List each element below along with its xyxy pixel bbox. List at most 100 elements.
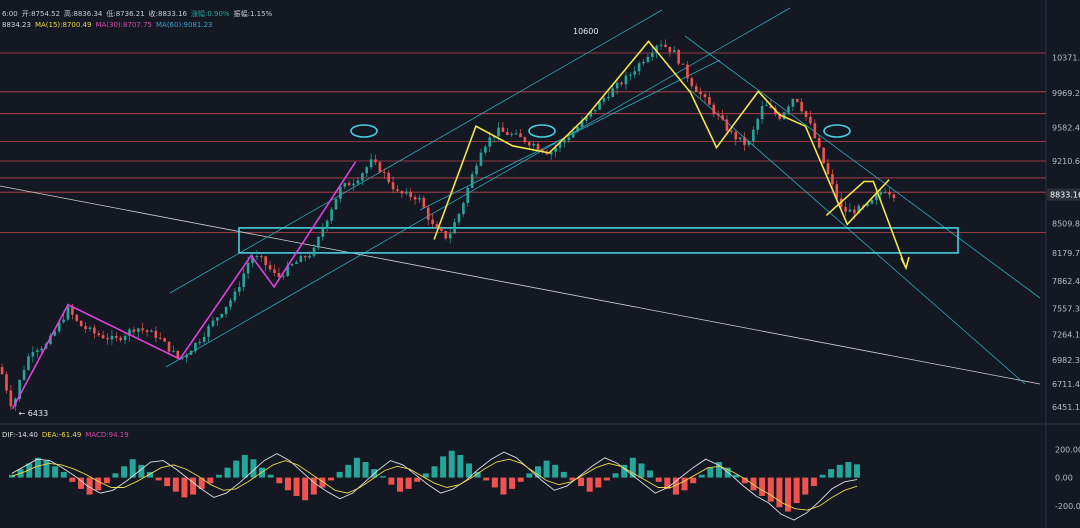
candle-body xyxy=(334,198,338,210)
candle-body xyxy=(831,174,834,185)
macd-histogram-bar xyxy=(190,477,197,495)
macd-histogram-bar xyxy=(483,477,490,481)
macd-histogram-bar xyxy=(681,477,688,491)
candle-body xyxy=(75,314,79,321)
candle-body xyxy=(202,336,206,342)
macd-histogram-bar xyxy=(457,454,464,478)
candle-body xyxy=(163,338,166,342)
candle-body xyxy=(813,123,817,139)
macd-histogram-bar xyxy=(60,471,67,478)
yellow-wave xyxy=(433,40,890,240)
candle-body xyxy=(207,326,210,337)
ohlc-value-6: 振幅:1.15% xyxy=(233,10,273,18)
macd-histogram-bar xyxy=(638,463,645,478)
candle-body xyxy=(800,101,803,112)
macd-histogram-bar xyxy=(146,471,153,478)
macd-histogram-bar xyxy=(86,477,93,495)
candle-body xyxy=(501,127,505,132)
macd-histogram-bar xyxy=(431,466,438,478)
macd-histogram-bar xyxy=(517,477,524,482)
candle-body xyxy=(716,114,720,116)
macd-histogram-bar xyxy=(328,477,335,481)
candle-body xyxy=(497,127,500,137)
candle-body xyxy=(686,64,689,79)
long-trendline xyxy=(0,185,1041,385)
candle-body xyxy=(752,129,755,142)
macd-histogram-bar xyxy=(440,456,447,478)
candle-body xyxy=(93,327,96,334)
candle-body xyxy=(624,75,628,85)
candle-body xyxy=(694,86,698,92)
price-tick-label: 9210.69 xyxy=(1052,157,1080,166)
candle-body xyxy=(0,367,4,375)
macd-legend-item-1: DEA:-61.49 xyxy=(41,431,82,439)
candle-body xyxy=(725,119,729,131)
macd-histogram-bar xyxy=(509,477,516,489)
macd-histogram-bar xyxy=(621,464,628,478)
candle-body xyxy=(378,162,382,173)
macd-histogram-bar xyxy=(198,477,205,489)
channel-mid xyxy=(419,59,721,211)
candle-body xyxy=(435,224,439,229)
magenta-wave xyxy=(11,161,357,410)
macd-histogram-bar xyxy=(785,477,792,512)
candle-body xyxy=(677,50,680,64)
macd-histogram-bar xyxy=(215,474,222,478)
macd-histogram-bar xyxy=(776,477,783,508)
candle-body xyxy=(347,183,351,186)
macd-histogram-bar xyxy=(207,477,214,484)
candle-body xyxy=(712,104,716,115)
candle-body xyxy=(409,191,412,198)
macd-histogram-bar xyxy=(362,462,369,478)
candle-body xyxy=(325,220,329,229)
candle-body xyxy=(756,119,760,130)
candle-body xyxy=(817,138,821,148)
candle-body xyxy=(857,205,861,214)
candle-body xyxy=(246,263,250,274)
candle-body xyxy=(343,183,347,187)
candle-body xyxy=(778,114,781,120)
price-tick-label: 7264.18 xyxy=(1052,331,1080,340)
top-marker-ellipse xyxy=(350,124,378,138)
candle-body xyxy=(115,335,118,338)
candle-body xyxy=(466,187,470,203)
candle-body xyxy=(444,230,448,239)
macd-histogram-bar xyxy=(560,471,567,478)
candle-body xyxy=(809,116,812,124)
candle-body xyxy=(743,137,746,145)
channel-lower xyxy=(165,7,791,368)
candle-body xyxy=(888,192,891,195)
candle-body xyxy=(101,335,105,339)
macd-histogram-bar xyxy=(293,477,300,496)
ohlc-value-1: 开:8754.52 xyxy=(21,10,61,18)
candle-body xyxy=(233,291,237,301)
ma-value-1: MA(15):8700.49 xyxy=(34,21,92,29)
candle-body xyxy=(765,105,768,107)
candle-body xyxy=(84,326,87,329)
macd-histogram-bar xyxy=(465,463,472,478)
candle-body xyxy=(141,328,144,331)
candle-body xyxy=(242,273,246,287)
candle-body xyxy=(734,131,738,140)
candle-body xyxy=(853,209,856,214)
candle-body xyxy=(681,63,685,65)
macd-histogram-bar xyxy=(241,454,248,478)
macd-histogram-bar xyxy=(586,477,593,492)
macd-histogram-bar xyxy=(802,477,809,495)
price-tick-label: 8179.74 xyxy=(1052,249,1080,258)
candle-body xyxy=(286,265,289,276)
ma-value-0: 8834.23 xyxy=(2,21,31,29)
macd-tick-label: 200.00 xyxy=(1055,445,1080,454)
candle-body xyxy=(426,207,430,220)
candle-body xyxy=(580,120,584,128)
candle-body xyxy=(510,133,514,135)
candle-body xyxy=(383,172,386,174)
price-tick-label: 7862.40 xyxy=(1052,277,1080,286)
candle-body xyxy=(356,180,360,184)
candle-body xyxy=(563,140,566,143)
candle-body xyxy=(484,146,487,153)
macd-histogram-bar xyxy=(310,477,317,495)
candle-body xyxy=(470,174,474,188)
macd-histogram-bar xyxy=(267,474,274,478)
